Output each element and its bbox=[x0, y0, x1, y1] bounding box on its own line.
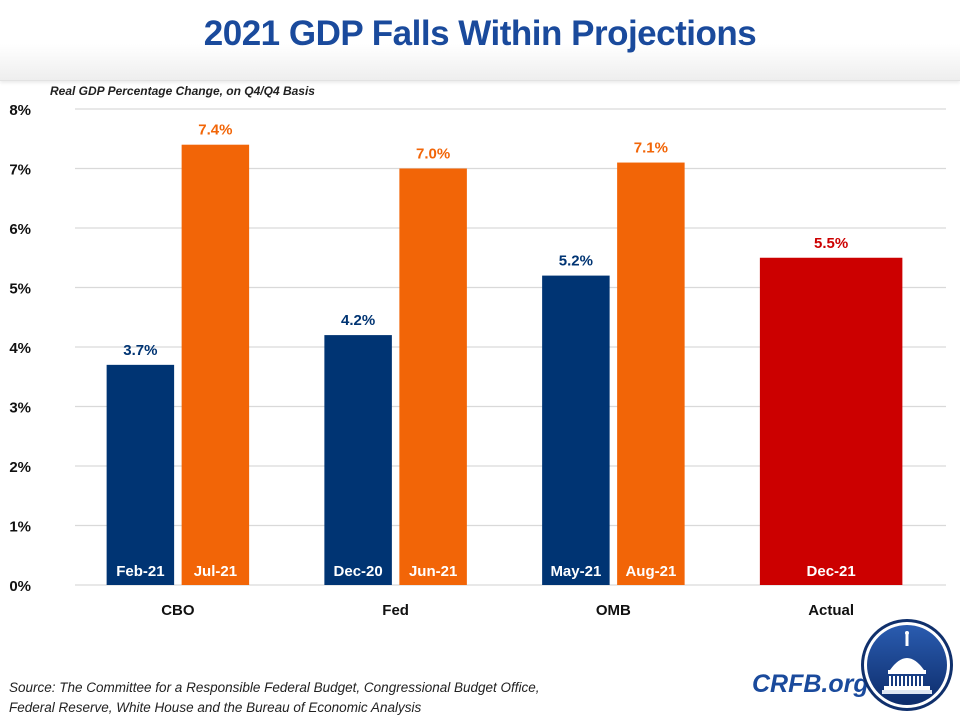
data-label: 5.5% bbox=[814, 235, 848, 252]
bar-date-label: Dec-21 bbox=[807, 563, 856, 580]
y-tick-label: 6% bbox=[9, 221, 31, 238]
data-label: 5.2% bbox=[559, 253, 593, 270]
x-category-label: CBO bbox=[161, 602, 195, 619]
bar-date-label: Jun-21 bbox=[409, 563, 457, 580]
chart-title: 2021 GDP Falls Within Projections bbox=[203, 14, 757, 53]
bars: 3.7% Feb-21 7.4% Jul-21 4.2% Dec-20 7.0% Jun-21… bbox=[106, 122, 903, 586]
chart-subtitle: Real GDP Percentage Change, on Q4/Q4 Bas… bbox=[50, 84, 315, 98]
bar-cbo-jul-21 bbox=[181, 144, 250, 585]
y-tick-label: 2% bbox=[9, 459, 31, 476]
brand-link[interactable]: CRFB.org bbox=[752, 670, 869, 698]
source-note: Source: The Committee for a Responsible … bbox=[9, 678, 629, 718]
bar-date-label: May-21 bbox=[550, 563, 601, 580]
y-tick-label: 0% bbox=[9, 578, 31, 595]
bar-date-label: Dec-20 bbox=[334, 563, 383, 580]
bar-fed-dec-20 bbox=[324, 335, 392, 585]
x-axis: CBO Fed OMB Actual bbox=[161, 602, 854, 619]
y-tick-label: 7% bbox=[9, 162, 31, 179]
bar-omb-aug-21 bbox=[617, 162, 685, 586]
bar-fed-jun-21 bbox=[399, 168, 467, 585]
data-label: 7.1% bbox=[634, 140, 668, 157]
bar-date-label: Jul-21 bbox=[194, 563, 237, 580]
crfb-capitol-logo-icon bbox=[861, 619, 953, 711]
y-tick-label: 1% bbox=[9, 519, 31, 536]
title-banner: 2021 GDP Falls Within Projections bbox=[0, 0, 960, 81]
x-category-label: Fed bbox=[382, 602, 409, 619]
bar-omb-may-21 bbox=[542, 275, 610, 585]
source-line-2: Federal Reserve, White House and the Bur… bbox=[9, 700, 422, 715]
data-label: 3.7% bbox=[123, 342, 157, 359]
data-label: 4.2% bbox=[341, 312, 375, 329]
y-tick-label: 8% bbox=[9, 102, 31, 119]
bar-actual-dec-21 bbox=[759, 257, 903, 585]
bar-date-label: Aug-21 bbox=[625, 563, 676, 580]
y-axis: 0% 1% 2% 3% 4% 5% 6% 7% 8% bbox=[9, 102, 31, 595]
data-label: 7.4% bbox=[198, 122, 232, 139]
y-tick-label: 4% bbox=[9, 340, 31, 357]
y-tick-label: 5% bbox=[9, 281, 31, 298]
x-category-label: OMB bbox=[596, 602, 631, 619]
source-line-1: Source: The Committee for a Responsible … bbox=[9, 680, 540, 695]
bar-date-label: Feb-21 bbox=[116, 563, 164, 580]
data-label: 7.0% bbox=[416, 146, 450, 163]
bar-cbo-feb-21 bbox=[106, 364, 175, 585]
y-tick-label: 3% bbox=[9, 400, 31, 417]
x-category-label: Actual bbox=[808, 602, 854, 619]
